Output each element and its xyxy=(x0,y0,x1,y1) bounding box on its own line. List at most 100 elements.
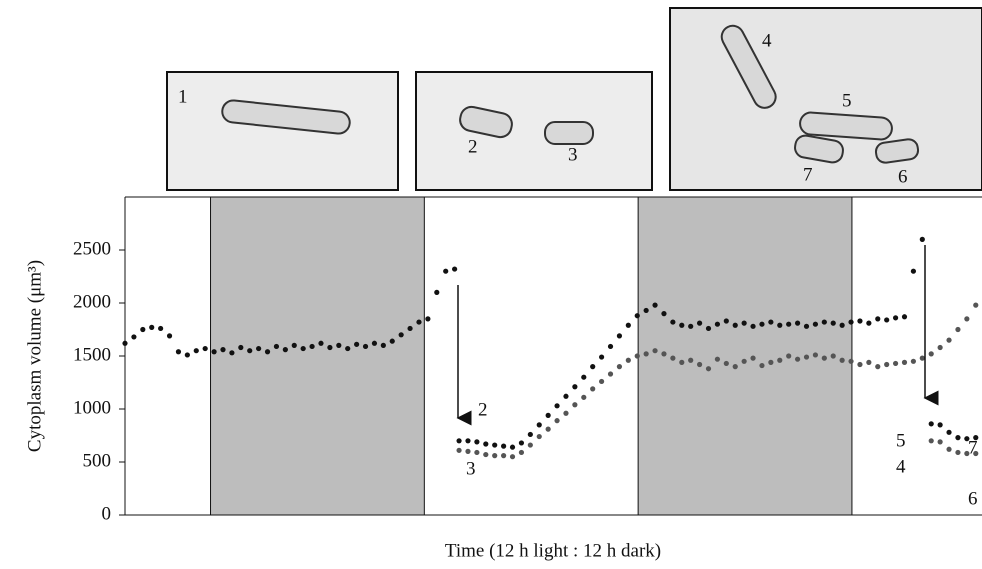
data-point xyxy=(777,357,783,363)
data-point xyxy=(928,421,934,427)
y-axis-label: Cytoplasm volume (μm³) xyxy=(24,260,45,452)
data-point xyxy=(336,342,342,348)
data-point xyxy=(634,353,640,359)
data-point xyxy=(625,357,631,363)
data-point xyxy=(527,431,533,438)
data-point xyxy=(202,345,208,352)
data-point xyxy=(327,344,333,351)
data-point xyxy=(554,403,560,409)
data-point xyxy=(732,322,738,328)
image-panel: 4 5 7 6 xyxy=(669,7,982,191)
data-point xyxy=(937,344,943,351)
data-point xyxy=(527,442,533,448)
data-point xyxy=(741,320,747,326)
annotation: 3 xyxy=(466,458,476,479)
data-point xyxy=(866,320,872,326)
data-point xyxy=(857,318,863,324)
data-point xyxy=(830,320,836,326)
data-point xyxy=(483,451,489,458)
data-point xyxy=(264,349,271,355)
data-point xyxy=(777,322,783,328)
data-point xyxy=(928,438,934,444)
data-point xyxy=(371,340,378,346)
annotation: 6 xyxy=(968,488,978,509)
data-point xyxy=(688,323,694,329)
data-point xyxy=(723,360,729,367)
data-point xyxy=(238,344,244,351)
data-point xyxy=(616,333,623,339)
data-point xyxy=(398,332,404,338)
data-point xyxy=(456,438,462,444)
cell-label: 2 xyxy=(468,136,478,157)
data-point xyxy=(354,341,360,347)
y-tick-label: 2000 xyxy=(73,291,111,312)
data-point xyxy=(300,345,306,352)
data-point xyxy=(193,348,199,354)
dark-period xyxy=(637,196,853,516)
data-point xyxy=(407,325,413,332)
data-point xyxy=(696,361,703,368)
dark-period xyxy=(210,196,425,516)
data-point xyxy=(509,444,516,450)
y-tick-label: 500 xyxy=(83,450,112,471)
data-point xyxy=(211,349,217,355)
data-point xyxy=(705,366,712,372)
data-point xyxy=(857,361,863,368)
data-point xyxy=(474,449,480,456)
data-point xyxy=(634,313,640,319)
data-point xyxy=(282,347,288,353)
data-point xyxy=(964,450,970,457)
data-point xyxy=(345,345,351,352)
data-point xyxy=(839,357,845,363)
data-point xyxy=(563,393,569,399)
data-point xyxy=(723,318,729,324)
data-point xyxy=(875,316,881,322)
data-point xyxy=(416,319,422,325)
data-point xyxy=(652,302,658,308)
data-point xyxy=(892,360,899,367)
data-point xyxy=(465,448,471,454)
data-point xyxy=(910,358,917,364)
image-panel: 1 xyxy=(166,71,399,191)
data-point xyxy=(794,320,801,326)
data-point xyxy=(616,364,623,370)
data-point xyxy=(866,359,872,365)
data-point xyxy=(389,338,395,344)
data-point xyxy=(821,355,827,361)
y-tick-label: 2500 xyxy=(73,238,111,259)
data-point xyxy=(937,439,943,445)
data-point xyxy=(501,443,507,449)
data-point xyxy=(768,319,774,325)
data-point xyxy=(848,319,854,325)
data-point xyxy=(768,359,774,365)
data-point xyxy=(643,351,649,357)
data-point xyxy=(946,337,952,343)
data-point xyxy=(492,442,498,448)
data-point xyxy=(380,342,386,348)
data-point xyxy=(362,343,369,350)
data-point xyxy=(652,348,658,354)
data-point xyxy=(545,426,551,432)
data-point xyxy=(910,268,917,274)
data-point xyxy=(607,343,614,350)
data-point xyxy=(679,359,685,365)
data-point xyxy=(434,289,440,295)
data-point xyxy=(131,334,137,340)
data-point xyxy=(590,364,596,370)
data-point xyxy=(732,364,738,370)
data-point xyxy=(786,353,792,359)
data-point xyxy=(901,359,908,365)
data-point xyxy=(955,326,961,333)
data-point xyxy=(955,449,961,456)
data-point xyxy=(175,349,182,355)
data-point xyxy=(483,441,489,447)
data-point xyxy=(149,324,155,330)
data-point xyxy=(229,350,235,356)
data-point xyxy=(563,410,569,416)
data-point xyxy=(670,355,676,361)
data-point xyxy=(309,343,315,350)
data-point xyxy=(661,311,667,317)
data-point xyxy=(714,321,721,327)
data-point xyxy=(545,412,551,418)
data-point xyxy=(830,353,836,359)
